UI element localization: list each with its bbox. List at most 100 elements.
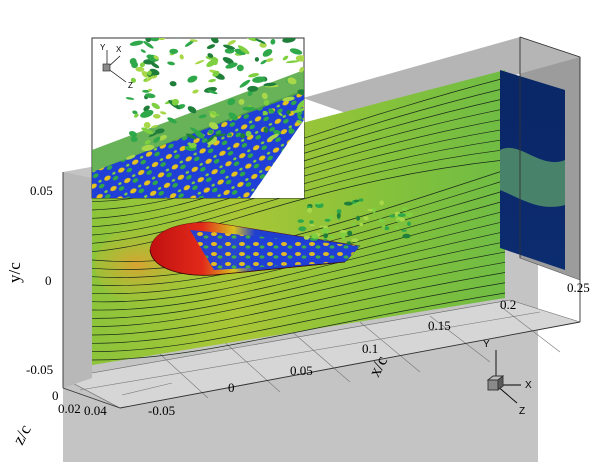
inset-vortex [140, 109, 154, 118]
inset-vortex [248, 73, 260, 78]
inset-vortex [285, 60, 300, 64]
inset-vortex [211, 25, 217, 32]
inset-vortex [295, 55, 304, 62]
wake-vortex [336, 212, 341, 219]
wake-vortex [309, 224, 315, 227]
inset-vortex [265, 58, 274, 62]
triad-z-label: Z [519, 406, 525, 417]
inset-vortex [151, 102, 160, 110]
inset-vortex [247, 85, 259, 92]
inset-vortex [255, 38, 266, 44]
inset-vortex [225, 62, 238, 69]
inset-vortex [297, 114, 302, 120]
inset-vortex [187, 106, 197, 114]
inset-vortex [198, 114, 207, 119]
top-back-panel [303, 37, 580, 118]
floor-grid [79, 305, 561, 399]
inset-vortex [207, 53, 214, 58]
x-tick-label: 0.05 [290, 363, 313, 378]
inset-vortex [179, 54, 184, 60]
wake-vortex [404, 212, 414, 217]
inset-vortex [144, 93, 156, 99]
wake-vortex [384, 226, 390, 231]
z-tick-label: 0.02 [58, 401, 81, 416]
streamline [91, 231, 506, 311]
inset-vortex [238, 98, 245, 105]
inset-vortex [130, 136, 138, 143]
airfoil [149, 221, 361, 276]
wake-vortex [359, 222, 364, 227]
inset-vortex [141, 144, 155, 152]
inset-vortex [252, 76, 266, 83]
inset-vortex [208, 78, 216, 83]
inset-vortex [242, 106, 256, 111]
inset-vortex [239, 79, 251, 88]
inset-vortex [224, 48, 235, 54]
inset-vortex [206, 135, 215, 143]
inset-vortex [264, 24, 270, 29]
inset-vortex [259, 42, 267, 48]
inset-vortex [278, 112, 283, 116]
triad-y-label: Y [483, 339, 490, 350]
inset-vortex [289, 48, 303, 55]
x-tick-label: 0.2 [500, 297, 516, 312]
x-axis: x/c -0.05 0 0.05 0.1 0.15 0.2 0.25 [148, 280, 590, 418]
inset-vortex [292, 108, 304, 113]
inset-vortex [189, 39, 198, 42]
inset-triad-z-label: Z [128, 81, 133, 90]
inset-vortex [208, 129, 214, 135]
inset-vortex [130, 77, 136, 83]
wake-vortex [339, 232, 347, 237]
inset-vortex [213, 59, 218, 66]
wake-vortex [379, 200, 385, 206]
inset-vortex [236, 64, 244, 72]
inset-vortex [151, 62, 160, 69]
wake-vortex [358, 198, 364, 202]
wake-vortex [374, 238, 382, 243]
inset-vortex [282, 96, 295, 102]
inset-vortex [263, 127, 269, 133]
streamline [91, 220, 506, 303]
inset-vortex [212, 70, 220, 77]
inset-vortex [263, 99, 270, 106]
inset-vortex [169, 48, 179, 54]
streamline [91, 251, 506, 328]
inset-vortex [273, 130, 282, 135]
wake-vortex [311, 233, 319, 239]
wake-vortex [402, 233, 411, 239]
inset-vortex [247, 90, 253, 97]
wake-vortex [346, 241, 351, 245]
inset-vortex [167, 117, 177, 124]
inset-vortex [169, 81, 177, 87]
inset-vortex [222, 56, 234, 65]
box-edges [62, 36, 581, 409]
wake-vortex [353, 199, 360, 203]
x-tick-label: 0.1 [362, 341, 378, 356]
streamline [91, 159, 506, 253]
inset-vortex [148, 132, 159, 137]
wake-vortex [396, 219, 401, 222]
inset-vortex [284, 25, 296, 36]
inset-vortex [209, 122, 219, 130]
inset-vortex [147, 88, 153, 92]
inset-vortex [237, 45, 250, 55]
wake-vortex [347, 230, 353, 236]
inset-vortex [227, 39, 236, 46]
inset-vortex [227, 98, 236, 106]
wake-vortex [341, 236, 346, 240]
inset-vortex [245, 130, 252, 137]
inset-vortex [206, 44, 216, 49]
inset-vortex [286, 110, 291, 115]
inset-vortex [207, 89, 218, 95]
inset-vortex [268, 108, 275, 114]
wake-vortex [323, 238, 328, 241]
inset-vortex [160, 111, 167, 115]
inset-vortex [131, 61, 138, 69]
wake-vortex [324, 218, 331, 222]
wake-vortex [344, 201, 353, 206]
inset-vortex [297, 89, 304, 96]
triad-x-label: X [525, 380, 532, 391]
inset-vortex [143, 121, 151, 129]
z-tick-label: 0.04 [84, 403, 107, 418]
inset-vortex [213, 133, 227, 137]
